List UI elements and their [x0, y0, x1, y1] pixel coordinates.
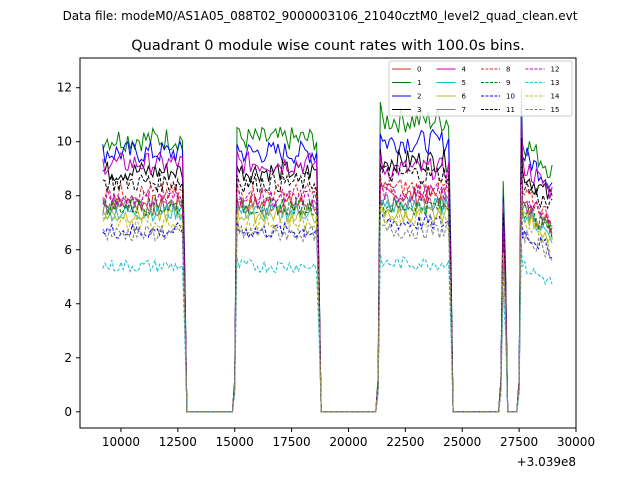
series-line-15	[102, 197, 553, 413]
legend-label-0: 0	[417, 66, 421, 74]
y-tick-label: 8	[64, 189, 72, 203]
y-tick-label: 4	[64, 297, 72, 311]
legend-label-2: 2	[417, 93, 421, 101]
y-axis: 0 2 4 6 8 10 12	[57, 81, 80, 419]
x-tick-label: 25000	[443, 435, 481, 449]
x-tick-label: 22500	[386, 435, 424, 449]
legend-label-15: 15	[551, 106, 560, 114]
legend-label-9: 9	[506, 79, 510, 87]
legend-label-8: 8	[506, 66, 510, 74]
x-tick-label: 27500	[500, 435, 538, 449]
x-axis: 10000 12500 15000 17500 20000 22500 25000 27500…	[102, 428, 595, 449]
x-tick-label: 15000	[216, 435, 254, 449]
series-layer	[102, 89, 553, 413]
x-tick-label: 17500	[273, 435, 311, 449]
x-tick-label: 30000	[557, 435, 595, 449]
legend-label-7: 7	[462, 106, 466, 114]
y-tick-label: 2	[64, 351, 72, 365]
legend-box	[388, 60, 573, 117]
series-line-8	[102, 149, 553, 413]
legend-label-1: 1	[417, 79, 421, 87]
legend-label-11: 11	[506, 106, 515, 114]
x-tick-label: 20000	[329, 435, 367, 449]
x-offset-label: +3.039e8	[517, 455, 576, 469]
legend-label-14: 14	[551, 93, 560, 101]
legend-label-5: 5	[462, 79, 466, 87]
y-tick-label: 0	[64, 405, 72, 419]
chart-title: Quadrant 0 module wise count rates with …	[131, 38, 525, 54]
legend-label-13: 13	[551, 79, 560, 87]
x-tick-label: 12500	[159, 435, 197, 449]
y-tick-label: 12	[57, 81, 72, 95]
y-tick-label: 6	[64, 243, 72, 257]
plot-frame	[79, 57, 577, 429]
legend-label-4: 4	[462, 66, 467, 74]
legend-label-6: 6	[462, 93, 467, 101]
series-line-11	[102, 137, 553, 413]
legend-label-10: 10	[506, 93, 515, 101]
x-tick-label: 10000	[102, 435, 140, 449]
legend-label-12: 12	[551, 66, 560, 74]
legend-label-3: 3	[417, 106, 421, 114]
figure-suptitle: Data file: modeM0/AS1A05_088T02_90000031…	[63, 9, 578, 23]
y-tick-label: 10	[57, 135, 72, 149]
